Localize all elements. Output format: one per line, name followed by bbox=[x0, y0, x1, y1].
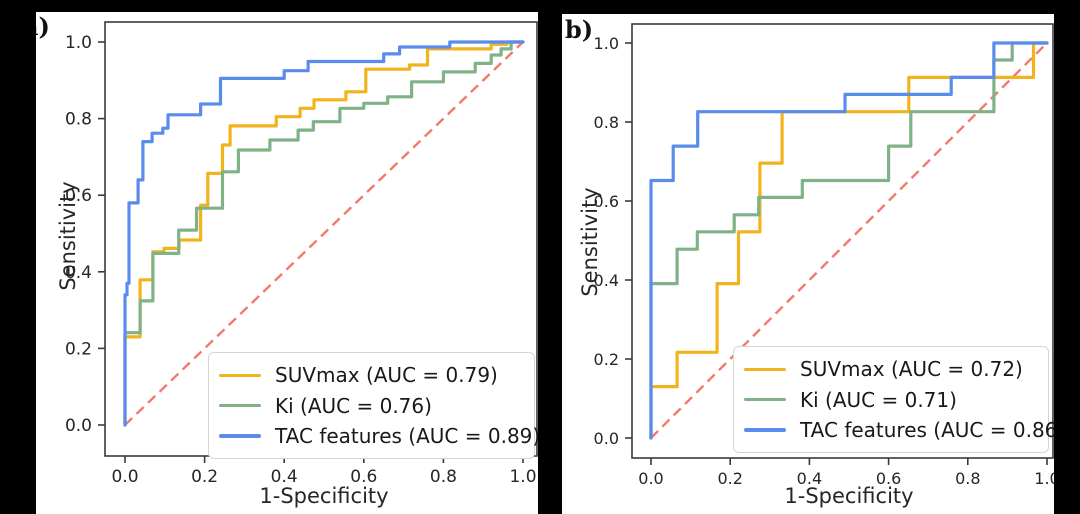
x-tick-label: 0.6 bbox=[876, 469, 901, 488]
legend-item-tac: TAC features (AUC = 0.89) bbox=[219, 424, 538, 448]
legend-b: SUVmax (AUC = 0.72) Ki (AUC = 0.71) TAC … bbox=[733, 346, 1054, 453]
legend-label: Ki (AUC = 0.71) bbox=[800, 387, 957, 412]
x-tick-label: 0.4 bbox=[797, 469, 822, 488]
y-tick-label: 0.8 bbox=[65, 110, 92, 130]
x-tick-label: 0.8 bbox=[430, 467, 457, 487]
ki-line-swatch bbox=[219, 403, 261, 408]
suvmax-line-swatch bbox=[744, 367, 786, 371]
x-tick-label: 0.8 bbox=[955, 469, 980, 488]
legend-item-ki: Ki (AUC = 0.71) bbox=[744, 388, 1038, 412]
chance-diagonal bbox=[650, 42, 1048, 439]
y-tick-label: 0.2 bbox=[65, 339, 92, 359]
y-tick-label: 0.4 bbox=[65, 263, 92, 283]
roc-curve-ki bbox=[123, 40, 525, 427]
suvmax-line-swatch bbox=[219, 373, 261, 377]
x-tick-label: 0.6 bbox=[350, 467, 377, 487]
legend-label: SUVmax (AUC = 0.72) bbox=[800, 357, 1023, 382]
chance-diagonal bbox=[124, 41, 524, 426]
tac-line-swatch bbox=[744, 428, 786, 432]
legend-item-suvmax: SUVmax (AUC = 0.72) bbox=[744, 357, 1038, 381]
x-tick-label: 0.4 bbox=[271, 467, 298, 487]
y-tick-label: 0.6 bbox=[594, 192, 619, 211]
x-tick-label: 0.2 bbox=[717, 469, 742, 488]
ki-line-swatch bbox=[744, 397, 786, 402]
y-tick-label: 0.0 bbox=[594, 429, 619, 448]
axes-frame bbox=[631, 23, 1054, 459]
x-tick-label: 0.0 bbox=[638, 469, 663, 488]
y-tick-label: 1.0 bbox=[65, 33, 92, 53]
y-tick-label: 0.8 bbox=[594, 113, 619, 132]
tac-line-swatch bbox=[219, 434, 261, 438]
y-tick-label: 0.0 bbox=[65, 416, 92, 436]
x-tick-label: 1.0 bbox=[509, 467, 536, 487]
x-axis-label-b: 1-Specificity bbox=[784, 484, 914, 508]
legend-label: TAC features (AUC = 0.89) bbox=[275, 423, 538, 448]
x-axis-label-a: 1-Specificity bbox=[259, 484, 389, 508]
x-tick-label: 0.0 bbox=[111, 467, 138, 487]
legend-item-tac: TAC features (AUC = 0.86) bbox=[744, 418, 1054, 442]
panel-letter-b: b) bbox=[565, 15, 594, 44]
y-tick-label: 1.0 bbox=[594, 34, 619, 53]
y-axis-label-a: Sensitivity bbox=[56, 181, 80, 291]
roc-plot-b: 0.0 0.2 0.4 0.6 0.8 1.0 0.0 0.2 0.4 0.6 0.8 1.0 bbox=[594, 23, 1054, 488]
legend-label: TAC features (AUC = 0.86) bbox=[800, 417, 1054, 442]
roc-plot-a: 0.0 0.2 0.4 0.6 0.8 1.0 0.0 0.2 0.4 0.6 0.8 1.0 bbox=[65, 21, 538, 487]
legend-label: SUVmax (AUC = 0.79) bbox=[275, 363, 498, 388]
y-tick-label: 0.4 bbox=[594, 271, 619, 290]
legend-item-ki: Ki (AUC = 0.76) bbox=[219, 394, 524, 418]
roc-curve-tac bbox=[649, 41, 1049, 440]
x-tick-label: 0.2 bbox=[191, 467, 218, 487]
panel-letter-a: a) bbox=[36, 12, 50, 41]
roc-curve-tac bbox=[123, 40, 525, 427]
y-tick-label: 0.6 bbox=[65, 186, 92, 206]
legend-item-suvmax: SUVmax (AUC = 0.79) bbox=[219, 363, 524, 387]
y-tick-label: 0.2 bbox=[594, 350, 619, 369]
roc-panel-a: 0.00.20.40.60.81.00.00.20.40.60.81.0 a) … bbox=[36, 12, 538, 514]
roc-panel-b: 0.00.20.40.60.81.00.00.20.40.60.81.0 b) … bbox=[562, 14, 1054, 514]
legend-label: Ki (AUC = 0.76) bbox=[275, 393, 432, 418]
x-tick-label: 1.0 bbox=[1034, 469, 1054, 488]
y-axis-label-b: Sensitivity bbox=[578, 187, 602, 297]
legend-a: SUVmax (AUC = 0.79) Ki (AUC = 0.76) TAC … bbox=[208, 352, 538, 459]
